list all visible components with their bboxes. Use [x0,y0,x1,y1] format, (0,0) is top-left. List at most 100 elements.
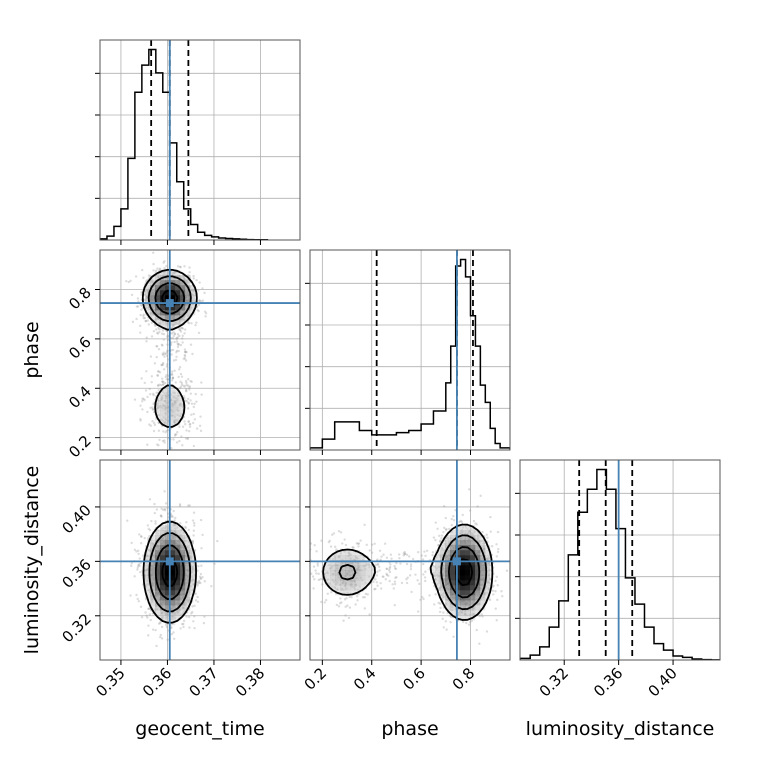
density-cell [355,565,361,571]
scatter-point [156,370,160,373]
density-cell [355,580,361,586]
density-cell [345,550,351,556]
density-cell [170,535,176,541]
y-axis-label-phase: phase [21,321,43,378]
scatter-point [143,381,146,385]
density-cell [365,565,371,571]
scatter-point [170,626,173,629]
scatter-point [160,507,163,510]
scatter-point [373,588,376,591]
scatter-point [432,536,436,539]
density-cell [155,290,161,296]
density-cell [170,390,176,396]
scatter-point [344,605,347,608]
scatter-point [147,527,150,531]
scatter-point [137,564,140,567]
scatter-point [156,443,159,446]
density-cell [150,585,156,591]
density-cell [435,570,441,576]
scatter-point [476,505,479,508]
scatter-point [149,355,153,358]
scatter-point [176,345,180,349]
scatter-point [127,280,131,284]
scatter-point [367,563,371,566]
density-cell [335,565,341,571]
density-cell [470,555,476,561]
density-cell [145,575,151,581]
density-cell [460,615,466,621]
scatter-point [479,494,482,498]
scatter-point [187,402,190,405]
scatter-point [405,562,409,566]
density-cell [185,580,191,586]
scatter-point [191,519,195,522]
density-cell [175,525,181,531]
scatter-point [133,398,137,401]
scatter-point [161,353,165,357]
density-cell [155,565,161,571]
density-cell [475,535,481,541]
scatter-point [385,567,388,571]
scatter-point [342,619,345,622]
density-cell [460,525,466,531]
density-cell [150,600,156,606]
density-cell [155,545,161,551]
scatter-point [189,552,193,555]
scatter-point [190,322,193,325]
scatter-point [138,570,142,574]
scatter-point [192,534,195,537]
scatter-point [137,599,141,603]
density-cell [180,550,186,556]
density-cell [365,575,371,581]
density-cell [165,605,171,611]
panel-frame [519,459,721,661]
density-cell [185,315,191,321]
scatter-point [165,378,169,381]
density-cell [175,590,181,596]
scatter-point [423,576,427,579]
density-cell [190,550,196,556]
scatter-point [179,372,183,376]
scatter-point [136,297,140,300]
scatter-point [175,337,178,341]
scatter-point [201,299,205,302]
scatter-point [199,300,203,303]
scatter-point [152,421,156,425]
scatter-point [440,534,444,537]
scatter-point [411,557,415,561]
density-cell [175,555,181,561]
density-cell [155,405,161,411]
density-cell [340,555,346,561]
contour-line [142,520,197,624]
density-cell [450,570,456,576]
scatter-point [130,562,134,565]
density-cell [155,610,161,616]
scatter-point [439,606,442,610]
density-cell [460,565,466,571]
scatter-point [140,291,143,294]
scatter-point [140,535,143,538]
density-cell [165,285,171,291]
scatter-point [157,384,160,387]
scatter-point [400,581,404,585]
scatter-point [213,562,216,566]
density-cell [330,580,336,586]
scatter-point [194,592,197,595]
scatter-point [187,378,190,381]
scatter-point [460,520,464,524]
scatter-point [448,527,451,531]
scatter-point [154,324,157,328]
panel-frame [309,459,511,661]
scatter-point [175,340,179,343]
x-tick-label: 0.35 [92,664,128,700]
scatter-point [152,402,155,406]
scatter-point [202,621,206,625]
scatter-point [148,528,152,532]
scatter-point [142,397,145,401]
scatter-point [179,380,182,383]
density-cell [170,320,176,326]
scatter-point [393,582,397,586]
scatter-point [203,291,206,295]
scatter-point [153,511,157,515]
scatter-point [145,336,148,339]
